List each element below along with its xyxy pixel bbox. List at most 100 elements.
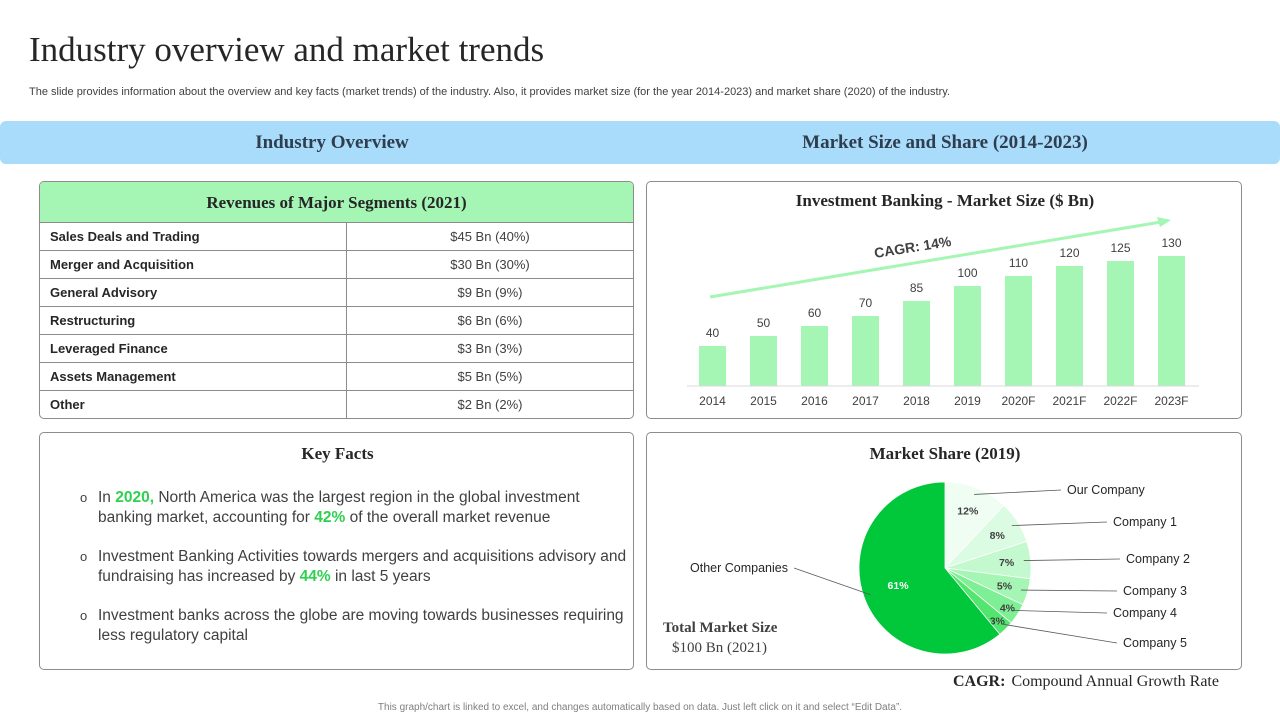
table-row: Other $2 Bn (2%)	[40, 390, 633, 418]
bar-value-label: 50	[757, 316, 771, 330]
x-tick-label: 2020F	[1001, 394, 1035, 408]
bullet-icon: o	[80, 490, 88, 505]
segment-name: Sales Deals and Trading	[40, 223, 347, 251]
key-facts-panel: Key Facts o In 2020, North America was t…	[39, 432, 634, 670]
x-tick-label: 2015	[750, 394, 777, 408]
bullet-icon: o	[80, 608, 88, 623]
segment-value: $9 Bn (9%)	[346, 278, 633, 307]
bar-2020F	[1005, 276, 1032, 386]
segments-table-title: Revenues of Major Segments (2021)	[40, 182, 633, 223]
footer-note: This graph/chart is linked to excel, and…	[377, 702, 903, 713]
table-row: Sales Deals and Trading $45 Bn (40%)	[40, 223, 633, 251]
segment-value: $45 Bn (40%)	[346, 223, 633, 251]
pie-legend-label: Company 1	[1113, 515, 1177, 529]
segment-value: $6 Bn (6%)	[346, 306, 633, 335]
bar-value-label: 120	[1059, 246, 1079, 260]
cagr-full-text: Compound Annual Growth Rate	[1011, 673, 1219, 690]
leader-line	[1011, 609, 1108, 614]
leader-line	[793, 567, 871, 596]
pie-slice	[944, 481, 1005, 570]
pie-legend-label: Company 2	[1126, 552, 1190, 566]
total-market-size-label: Total Market Size	[663, 620, 778, 636]
table-row: Merger and Acquisition $30 Bn (30%)	[40, 250, 633, 279]
bar-2015	[750, 336, 777, 386]
fact-text: Investment banks across the globe are mo…	[98, 607, 624, 644]
market-size-bar-chart: 40 2014 50 2015 60 2016 70 2017 85 2018 100 2019 110…	[687, 217, 1199, 408]
fact-highlight: 44%	[299, 568, 331, 585]
bar-value-label: 85	[910, 281, 924, 295]
leader-line	[1020, 589, 1118, 592]
segments-panel: Revenues of Major Segments (2021) Sales …	[39, 181, 634, 419]
x-tick-label: 2018	[903, 394, 930, 408]
cagr-trend-arrow	[709, 220, 1162, 299]
arrow-head-icon	[1157, 217, 1171, 227]
pie-value-label: 4%	[1000, 603, 1016, 615]
pie-value-label: 61%	[888, 580, 910, 592]
market-share-pie-chart: 12% Our Company 8% Company 1 7% Company 2 5% Co…	[690, 481, 1190, 655]
key-fact-2: o Investment Banking Activities towards …	[80, 547, 628, 587]
x-tick-label: 2022F	[1103, 394, 1137, 408]
bar-value-label: 125	[1110, 241, 1130, 255]
table-row: Restructuring $6 Bn (6%)	[40, 306, 633, 335]
segment-name: Merger and Acquisition	[40, 250, 347, 279]
bar-2018	[903, 301, 930, 386]
key-fact-1: o In 2020, North America was the largest…	[80, 488, 628, 528]
market-size-share-heading: Market Size and Share (2014-2023)	[802, 132, 1088, 153]
x-tick-label: 2017	[852, 394, 879, 408]
bar-chart-title: Investment Banking - Market Size ($ Bn)	[795, 191, 1095, 210]
x-tick-label: 2021F	[1052, 394, 1086, 408]
pie-legend-label: Company 5	[1123, 636, 1187, 650]
bar-2014	[699, 346, 726, 386]
segment-name: Leveraged Finance	[40, 334, 347, 363]
pie-value-label: 12%	[957, 505, 979, 517]
segments-table: Sales Deals and Trading $45 Bn (40%) Merge…	[40, 223, 633, 418]
fact-text: of the overall market revenue	[345, 509, 551, 526]
x-tick-label: 2016	[801, 394, 828, 408]
bar-2022F	[1107, 261, 1134, 386]
table-row: General Advisory $9 Bn (9%)	[40, 278, 633, 307]
leader-line	[1023, 558, 1121, 561]
segment-value: $3 Bn (3%)	[346, 334, 633, 363]
fact-text: Investment Banking Activities towards me…	[98, 548, 627, 585]
segment-name: Assets Management	[40, 362, 347, 391]
market-size-chart-panel: Investment Banking - Market Size ($ Bn) …	[646, 181, 1242, 419]
pie-value-label: 5%	[997, 580, 1013, 592]
pie-chart-title: Market Share (2019)	[869, 444, 1021, 463]
x-tick-label: 2019	[954, 394, 981, 408]
cagr-definition: CAGR: Compound Annual Growth Rate	[953, 673, 1219, 691]
bar-2023F	[1158, 256, 1185, 386]
fact-text: North America was the largest region in …	[98, 489, 580, 526]
bar-value-label: 60	[808, 306, 822, 320]
market-share-chart-panel: Market Share (2019) 12% Our Company 8% Comp…	[646, 432, 1242, 670]
bar-2019	[954, 286, 981, 386]
total-market-size-value: $100 Bn (2021)	[672, 640, 767, 656]
leader-line	[1011, 521, 1108, 527]
pie-value-label: 8%	[990, 530, 1006, 542]
bar-value-label: 100	[957, 266, 977, 280]
bullet-icon: o	[80, 549, 88, 564]
segment-value: $30 Bn (30%)	[346, 250, 633, 279]
pie-legend-label: Other Companies	[690, 561, 788, 575]
fact-text: In	[98, 489, 116, 506]
segment-value: $2 Bn (2%)	[457, 397, 523, 412]
page-subtitle: The slide provides information about the…	[29, 86, 950, 98]
key-fact-3: o Investment banks across the globe are …	[80, 606, 628, 646]
cagr-abbr: CAGR:	[953, 673, 1006, 690]
bar-2016	[801, 326, 828, 386]
bar-value-label: 110	[1009, 256, 1028, 270]
table-row: Leveraged Finance $3 Bn (3%)	[40, 334, 633, 363]
industry-overview-heading: Industry Overview	[255, 132, 409, 153]
segment-name: General Advisory	[40, 278, 347, 307]
table-row: Assets Management $5 Bn (5%)	[40, 362, 633, 391]
segment-value: $5 Bn (5%)	[346, 362, 633, 391]
page-title: Industry overview and market trends	[29, 30, 545, 69]
segment-name: Restructuring	[40, 306, 347, 335]
pie-slice	[858, 481, 1001, 655]
bar-value-label: 40	[706, 326, 720, 340]
pie-value-label: 7%	[999, 557, 1015, 569]
x-tick-label: 2014	[699, 394, 726, 408]
x-tick-label: 2023F	[1154, 394, 1188, 408]
fact-highlight: 2020,	[115, 489, 155, 506]
pie-legend-label: Our Company	[1067, 483, 1146, 497]
segment-name: Other	[40, 390, 347, 418]
